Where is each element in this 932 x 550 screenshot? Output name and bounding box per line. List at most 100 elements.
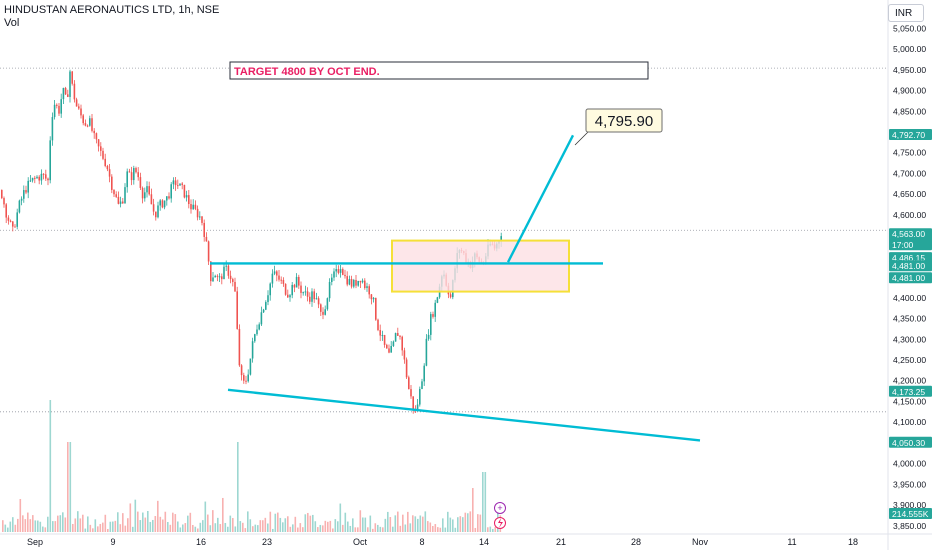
candle-body	[14, 226, 16, 228]
volume-bar	[47, 516, 49, 532]
candle-body	[168, 196, 170, 199]
volume-bar	[494, 526, 497, 532]
volume-bar	[19, 499, 22, 532]
volume-bar	[122, 513, 124, 532]
volume-bar	[9, 521, 12, 532]
volume-bar	[247, 511, 249, 532]
volume-bar	[487, 527, 489, 532]
volume-bar	[164, 511, 167, 532]
candle-body	[243, 375, 245, 381]
volume-bar	[454, 527, 457, 532]
candle-body	[78, 106, 80, 109]
volume-bar	[34, 520, 37, 532]
volume-bar	[44, 527, 47, 532]
candle-body	[436, 297, 439, 303]
volume-bar	[234, 526, 237, 532]
candle-body	[300, 285, 302, 293]
price-badge-label: 4,481.00	[892, 261, 925, 271]
volume-bar	[474, 527, 477, 532]
candle-body	[150, 194, 153, 205]
x-tick-label: 11	[787, 537, 796, 547]
volume-bar	[82, 514, 84, 532]
volume-bar	[327, 521, 329, 532]
candle-body	[225, 265, 227, 267]
candle-body	[375, 297, 377, 320]
volume-bar	[84, 528, 87, 532]
volume-bar	[329, 520, 332, 532]
x-tick-label: 18	[848, 537, 858, 547]
volume-bar	[282, 522, 284, 532]
candle-body	[53, 104, 56, 118]
volume-bar	[179, 527, 182, 532]
volume-bar	[59, 515, 62, 532]
candle-body	[315, 298, 318, 300]
volume-bar	[239, 521, 242, 532]
candle-body	[146, 186, 148, 193]
y-tick-label: 4,750.00	[893, 148, 926, 158]
y-tick-label: 4,150.00	[893, 396, 926, 406]
trend-line-projection[interactable]	[506, 134, 575, 263]
candle-body	[75, 99, 78, 107]
candle-body	[320, 304, 322, 312]
volume-bar	[352, 518, 354, 532]
candle-body	[432, 314, 434, 317]
volume-bar	[279, 517, 282, 532]
candle-body	[339, 269, 342, 273]
x-tick-label: 14	[479, 537, 489, 547]
volume-bar	[147, 510, 149, 532]
candle-body	[366, 286, 368, 288]
candle-body	[245, 380, 247, 382]
candle-body	[364, 280, 366, 288]
trend-line-support[interactable]	[227, 388, 701, 442]
volume-bar	[54, 521, 57, 532]
candle-body	[335, 269, 337, 272]
candle-body	[172, 180, 175, 185]
candle-body	[333, 271, 335, 278]
candle-body	[247, 374, 249, 382]
candle-body	[372, 297, 375, 300]
candle-body	[427, 334, 430, 339]
candle-body	[128, 171, 131, 173]
candle-body	[298, 276, 300, 286]
candle-body	[177, 185, 179, 187]
volume-bar	[167, 521, 169, 532]
volume-bar	[312, 514, 314, 532]
y-tick-label: 4,850.00	[893, 106, 926, 116]
volume-bar	[112, 521, 114, 532]
volume-bar	[299, 523, 302, 532]
volume-bar	[174, 514, 177, 532]
price-badge	[889, 508, 932, 519]
candle-body	[342, 269, 344, 275]
candle-body	[174, 180, 177, 186]
volume-bar	[242, 522, 244, 532]
candle-body	[42, 173, 45, 175]
price-badge	[889, 385, 932, 397]
candle-body	[9, 220, 12, 222]
volume-bar	[437, 527, 439, 532]
volume-bar	[472, 488, 474, 532]
target-note-box[interactable]	[229, 61, 649, 80]
volume-bar	[152, 519, 154, 532]
candle-body	[236, 291, 238, 329]
volume-bar	[197, 528, 199, 532]
target-price-callout[interactable]	[585, 108, 663, 133]
candle-body	[430, 314, 432, 335]
candle-body	[82, 115, 84, 124]
volume-bar	[397, 511, 399, 532]
volume-bar	[69, 442, 72, 532]
candle-body	[97, 139, 100, 147]
volume-bar	[259, 520, 262, 532]
breakout-zone[interactable]	[391, 239, 570, 293]
candle-body	[500, 236, 502, 242]
volume-bar	[489, 526, 492, 532]
x-tick-label: Nov	[692, 537, 709, 547]
candle-body	[36, 176, 38, 179]
price-badge-label: 4,792.70	[892, 130, 925, 140]
candle-body	[234, 281, 236, 292]
y-tick-label: 4,300.00	[893, 334, 926, 344]
y-tick-label: 3,950.00	[893, 479, 926, 489]
add-indicator-icon[interactable]	[494, 502, 506, 514]
volume-bar	[204, 501, 207, 532]
currency-selector[interactable]: INR	[888, 4, 924, 22]
